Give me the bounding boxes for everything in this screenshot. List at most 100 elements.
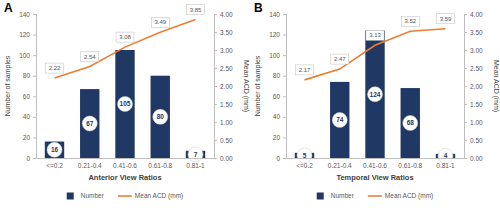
legend: Number Mean ACD (mm) [67, 192, 184, 200]
tick-label: 100 [19, 52, 30, 59]
y-axis-title: Number of samples [4, 55, 12, 116]
tick-label: 3.00 [220, 47, 233, 54]
tick-mark [214, 50, 217, 51]
x-axis: <=0.2 0.21-0.4 0.41-0.6 0.61-0.8 0.81-1 [287, 158, 465, 169]
tick-mark [464, 50, 467, 51]
label-box [81, 52, 99, 62]
tick: 80 [23, 72, 36, 79]
tick-mark [214, 68, 217, 69]
tick-label: 80 [23, 72, 31, 79]
tick-label: 0.41-0.6 [113, 162, 137, 169]
data-label: 2.47 [334, 56, 346, 62]
tick-mark [283, 76, 286, 77]
legend-swatch [118, 195, 132, 197]
tick-label: 60 [23, 93, 31, 100]
label-box [116, 32, 134, 42]
tick: 3.50 [464, 29, 483, 36]
y2-axis-title: Mean ACD (mm) [492, 60, 500, 112]
tick: 0.61-0.8 [148, 158, 172, 169]
legend: NumberMean ACD (mm) [317, 192, 434, 200]
tick: 0.61-0.8 [398, 158, 422, 169]
data-label: 105 [120, 100, 131, 107]
tick-label: 0.41-0.6 [363, 162, 387, 169]
tick-label: 1.00 [220, 119, 233, 126]
tick: 0.21-0.4 [328, 158, 352, 169]
tick-mark [464, 140, 467, 141]
plot: 16671058072.222.543.083.493.850204060801… [4, 4, 250, 200]
tick-label: 2.50 [220, 65, 233, 72]
tick-label: 60 [273, 93, 281, 100]
label-badge [47, 142, 62, 157]
tick: 0.50 [214, 137, 233, 144]
tick: 60 [23, 93, 36, 100]
tick: 1.50 [214, 101, 233, 108]
panel: 16671058072.222.543.083.493.850204060801… [4, 1, 250, 200]
tick-mark [283, 35, 286, 36]
tick-label: 2.00 [220, 83, 233, 90]
axis-line [33, 15, 37, 159]
plot: 5741246842.172.473.133.523.5902040608010… [254, 11, 500, 201]
legend-label: Mean ACD (mm) [385, 192, 433, 200]
tick-label: 120 [269, 31, 280, 38]
tick-label: 0.50 [470, 137, 483, 144]
tick: 20 [273, 134, 286, 141]
label-box [366, 30, 384, 40]
tick-mark [33, 158, 36, 159]
tick-label: 40 [273, 113, 281, 120]
label-box [331, 54, 349, 64]
tick-label: 0.00 [220, 155, 233, 162]
label-badge [332, 112, 347, 127]
tick: 140 [19, 11, 36, 18]
tick: 40 [273, 113, 286, 120]
tick: 2.50 [214, 65, 233, 72]
tick-mark [33, 35, 36, 36]
tick-label: 0.81-1 [436, 162, 455, 169]
tick-mark [283, 117, 286, 118]
legend-item: Number [67, 192, 105, 199]
tick-mark [33, 117, 36, 118]
bar [45, 142, 64, 158]
legend-swatch [317, 193, 324, 200]
tick-mark [33, 14, 36, 15]
tick-label: 2.50 [470, 65, 483, 72]
tick-mark [464, 122, 467, 123]
y-axis-title: Number of samples [254, 55, 262, 116]
data-labels: 5741246842.172.473.133.523.59 [296, 14, 455, 164]
label-badge [82, 116, 97, 131]
data-label: 2.17 [299, 67, 311, 73]
tick: 0.00 [464, 155, 483, 162]
tick-label: 80 [273, 72, 281, 79]
bar [80, 89, 99, 158]
data-label: 68 [407, 119, 415, 126]
x-axis: <=0.20.21-0.40.41-0.60.61-0.80.81-1 [37, 158, 215, 169]
tick: 0.21-0.4 [78, 158, 102, 169]
tick-label: 1.50 [470, 101, 483, 108]
legend-item: Mean ACD (mm) [368, 192, 433, 200]
data-label: 3.85 [190, 7, 202, 13]
axis-line [215, 15, 218, 159]
data-label: 3.13 [369, 32, 381, 38]
tick: 2.00 [464, 83, 483, 90]
tick-label: 1.50 [220, 101, 233, 108]
tick: 120 [269, 31, 286, 38]
tick-label: <=0.2 [296, 162, 313, 169]
tick-label: 120 [19, 31, 30, 38]
data-label: 3.08 [119, 34, 131, 40]
marks [45, 19, 205, 158]
tick-mark [214, 32, 217, 33]
tick-mark [283, 14, 286, 15]
tick-label: 20 [23, 134, 31, 141]
label-box [436, 14, 454, 24]
axis-line [465, 15, 468, 159]
legend-swatch [368, 195, 382, 197]
tick: <=0.2 [296, 158, 313, 169]
tick-label: 0.00 [470, 155, 483, 162]
bar [115, 50, 134, 158]
y2-axis: 0.000.501.001.502.002.503.003.504.00 [214, 11, 233, 162]
tick-label: 140 [269, 11, 280, 18]
tick-mark [33, 76, 36, 77]
tick-mark [214, 86, 217, 87]
legend-label: Mean ACD (mm) [135, 192, 183, 200]
label-badge [118, 97, 133, 112]
tick-mark [283, 96, 286, 97]
